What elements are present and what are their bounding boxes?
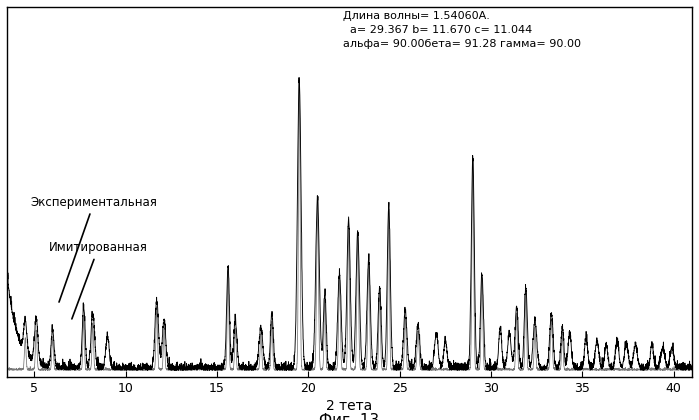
Text: Имитированная: Имитированная — [49, 241, 148, 319]
X-axis label: 2 тета: 2 тета — [326, 399, 373, 413]
Text: Длина волны= 1.54060А.
  a= 29.367 b= 11.670 c= 11.044
альфа= 90.00бета= 91.28 г: Длина волны= 1.54060А. a= 29.367 b= 11.6… — [343, 10, 581, 49]
Text: Экспериментальная: Экспериментальная — [31, 196, 157, 302]
Text: Фиг. 13: Фиг. 13 — [319, 413, 380, 420]
